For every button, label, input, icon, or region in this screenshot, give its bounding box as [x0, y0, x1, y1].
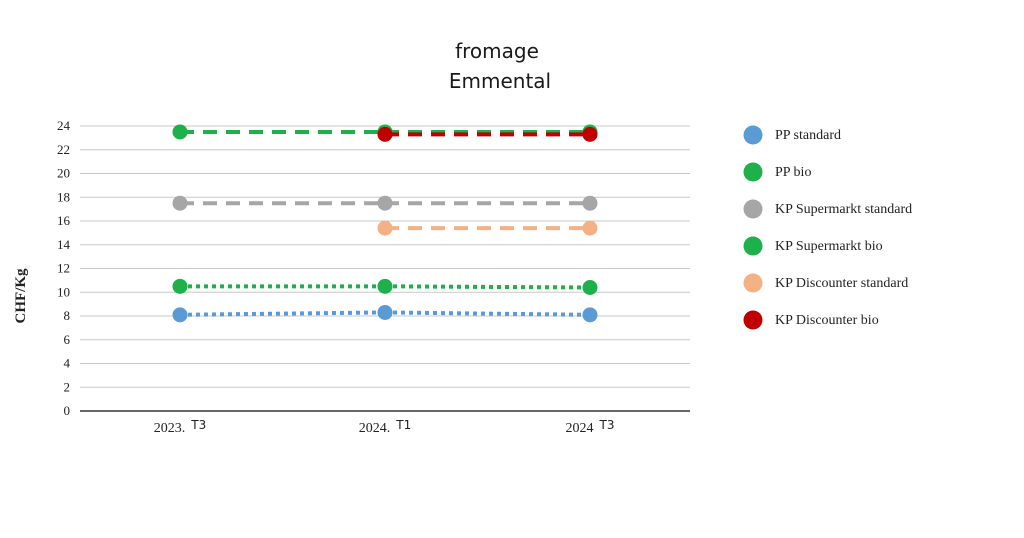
data-point [377, 195, 393, 211]
data-point [377, 304, 393, 320]
y-tick-label: 2 [64, 379, 71, 394]
legend-swatch [743, 310, 763, 330]
legend-swatch [743, 236, 763, 256]
y-tick-label: 22 [57, 142, 70, 157]
legend-swatch [743, 199, 763, 219]
y-tick-label: 12 [57, 261, 70, 276]
legend-label: KP Supermarkt standard [775, 202, 912, 217]
legend-label: KP Discounter bio [775, 313, 879, 328]
data-point [172, 278, 188, 294]
series-layer [172, 124, 598, 323]
x-tick-suffix: T3 [190, 418, 206, 432]
legend-label: PP standard [775, 128, 841, 143]
y-tick-label: 8 [64, 308, 71, 323]
grid [80, 125, 690, 388]
legend-swatch [743, 273, 763, 293]
y-tick-label: 0 [64, 403, 71, 418]
y-tick-label: 4 [64, 356, 71, 371]
data-point [172, 307, 188, 323]
legend-swatch [743, 162, 763, 182]
data-point [377, 220, 393, 236]
legend-label: PP bio [775, 165, 811, 180]
legend-label: KP Discounter standard [775, 276, 908, 291]
data-point [172, 195, 188, 211]
y-tick-label: 20 [57, 166, 70, 181]
data-point [582, 280, 598, 295]
data-point [172, 124, 188, 140]
y-tick-label: 14 [57, 237, 71, 252]
y-tick-label: 16 [57, 213, 71, 228]
x-tick-label: 2023. T3 [154, 418, 206, 436]
data-point [582, 220, 598, 236]
legend-label: KP Supermarkt bio [775, 239, 883, 254]
x-tick-main: 2024 [566, 421, 594, 436]
legend-swatch [743, 125, 763, 145]
data-point [582, 126, 598, 142]
x-tick-suffix: T1 [395, 418, 411, 432]
chart-title: fromage [455, 39, 539, 63]
data-point [377, 126, 393, 142]
chart-subtitle: Emmental [449, 69, 551, 93]
data-point [582, 307, 598, 323]
x-tick-suffix: T3 [599, 418, 615, 432]
x-tick-label: 2024. T1 [359, 418, 411, 436]
x-tick-main: 2024. [359, 421, 391, 436]
data-point [582, 195, 598, 211]
y-tick-label: 6 [64, 332, 71, 347]
y-tick-label: 24 [57, 118, 71, 133]
y-tick-label: 18 [57, 189, 70, 204]
y-axis-label: CHF/Kg [13, 268, 29, 323]
series-line [179, 310, 386, 317]
series-line [384, 284, 591, 290]
x-tick-label: 2024 T3 [566, 418, 615, 436]
x-tick-main: 2023. [154, 421, 186, 436]
data-point [377, 278, 393, 294]
y-tick-label: 10 [57, 284, 70, 299]
series-line [384, 310, 591, 317]
legend: PP standard PP bio KP Supermarkt standard K… [743, 125, 912, 330]
